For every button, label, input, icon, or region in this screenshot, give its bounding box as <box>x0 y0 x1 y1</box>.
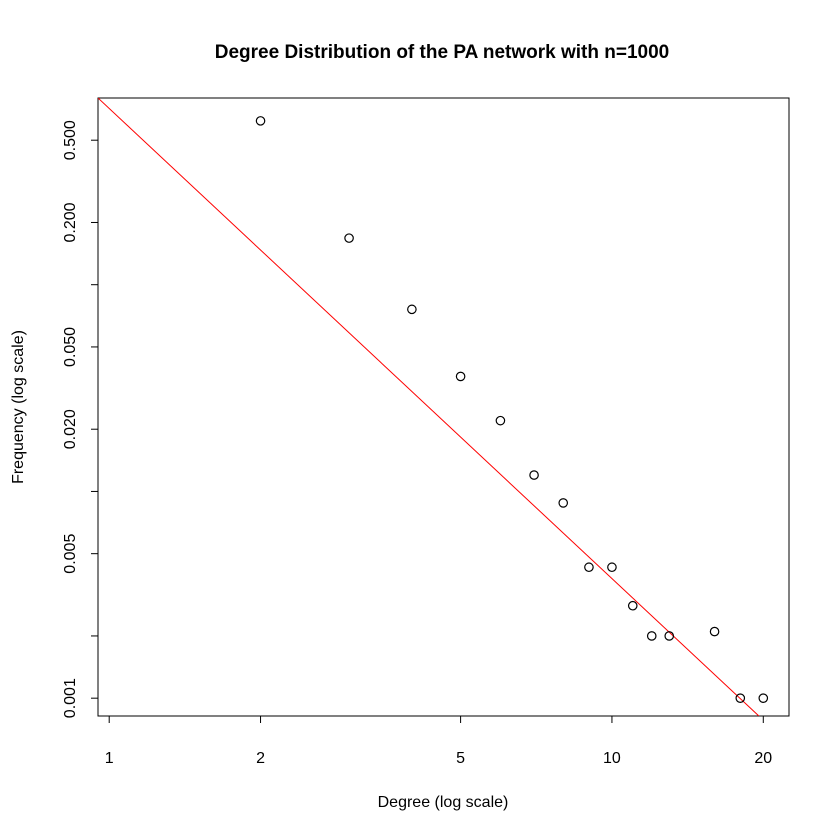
y-axis-label: Frequency (log scale) <box>10 330 27 484</box>
x-tick-label: 1 <box>105 750 114 767</box>
x-tick-label: 20 <box>754 750 772 767</box>
y-tick-label: 0.005 <box>62 534 79 574</box>
fit-line-layer <box>98 98 760 716</box>
data-points-layer <box>255 116 769 703</box>
data-point <box>407 304 417 315</box>
data-point <box>344 233 354 243</box>
x-tick-label: 10 <box>603 750 621 767</box>
data-point <box>455 371 466 382</box>
data-point <box>735 693 746 703</box>
x-axis-label: Degree (log scale) <box>378 794 509 811</box>
y-tick-label: 0.020 <box>62 409 79 449</box>
data-point <box>607 562 617 573</box>
y-tick-label: 0.050 <box>62 327 79 367</box>
data-point <box>627 600 638 611</box>
fit-line <box>98 98 760 716</box>
data-point <box>255 116 266 126</box>
data-point <box>558 498 569 508</box>
y-tick-label: 0.001 <box>62 678 79 718</box>
data-point <box>709 626 720 637</box>
y-tick-label: 0.200 <box>62 202 79 242</box>
data-point <box>584 562 594 573</box>
data-point <box>646 631 657 641</box>
x-tick-label: 5 <box>456 750 465 767</box>
chart-title: Degree Distribution of the PA network wi… <box>215 42 670 63</box>
data-point <box>664 631 675 641</box>
y-axis: 0.001 0.005 0.020 0.050 0.200 0.500 <box>62 120 99 718</box>
x-axis: 1 2 5 10 20 <box>105 715 772 767</box>
y-tick-label: 0.500 <box>62 120 79 160</box>
x-tick-label: 2 <box>256 750 265 767</box>
data-point <box>529 470 539 480</box>
data-point <box>495 415 506 426</box>
data-point <box>758 693 769 703</box>
